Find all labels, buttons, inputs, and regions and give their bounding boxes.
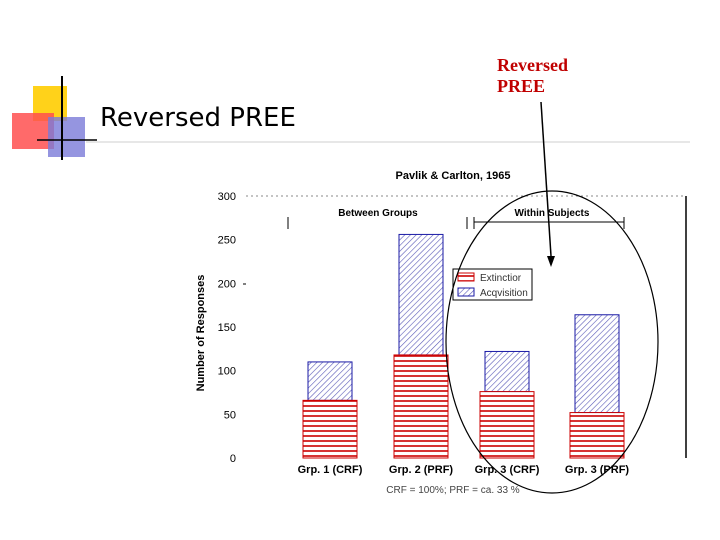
bar-acquisition [484, 350, 530, 393]
y-tick-label: 0 [230, 453, 236, 465]
bar-acquisition [398, 233, 444, 356]
callout-label: Reversed PREE [497, 55, 568, 97]
bar-extinction [302, 399, 358, 459]
y-tick-label: 100 [218, 366, 236, 378]
y-axis-label: Number of Responses [195, 275, 207, 392]
y-tick-label: 150 [218, 322, 236, 334]
callout-arrow-head [547, 256, 555, 267]
bar-extinction [393, 354, 449, 459]
callout-arrow-shaft [540, 101, 552, 257]
within-subjects-label: Within Subjects [515, 208, 590, 219]
deco-red-square [12, 113, 54, 149]
bar-extinction [479, 391, 535, 459]
x-axis-labels: Grp. 1 (CRF) Grp. 2 (PRF) Grp. 3 (CRF) Grp.… [298, 464, 630, 476]
x-tick-label: Grp. 1 (CRF) [298, 464, 363, 476]
x-tick-label: Grp. 3 (CRF) [475, 464, 540, 476]
chart-title: Pavlik & Carlton, 1965 [396, 170, 511, 182]
bars [302, 233, 625, 459]
bar-acquisition [307, 361, 353, 401]
y-tick-label: 250 [218, 235, 236, 247]
within-label-bg [508, 206, 598, 219]
between-groups-annotation: Between Groups [287, 208, 468, 229]
legend-label-acquisition: Acqvisition [480, 288, 528, 299]
y-axis-ticks: 0 50 100 150 200 250 300 [218, 191, 236, 465]
between-groups-label: Between Groups [338, 208, 418, 219]
callout-line-2: PREE [497, 76, 546, 96]
footnote: CRF = 100%; PRF = ca. 33 % [386, 485, 519, 496]
callout-arrow [540, 101, 555, 267]
legend: Extinctior Acqvisition [452, 268, 533, 301]
bar-extinction [569, 412, 625, 459]
deco-blue-square [48, 117, 85, 157]
bar-acquisition [574, 314, 620, 414]
x-tick-label: Grp. 2 (PRF) [389, 464, 454, 476]
chart-frame [243, 195, 687, 458]
legend-swatch-extinction [457, 272, 475, 282]
y-tick-label: 300 [218, 191, 236, 203]
slide-title: Reversed PREE [100, 103, 296, 133]
legend-label-extinction: Extinctior [480, 273, 522, 284]
y-tick-label: 50 [224, 409, 236, 421]
x-tick-label: Grp. 3 (PRF) [565, 464, 630, 476]
legend-swatch-acquisition [457, 287, 475, 297]
title-decoration [12, 76, 690, 160]
callout-line-1: Reversed [497, 55, 568, 75]
within-subjects-ellipse [445, 190, 659, 494]
y-tick-label: 200 [218, 278, 236, 290]
